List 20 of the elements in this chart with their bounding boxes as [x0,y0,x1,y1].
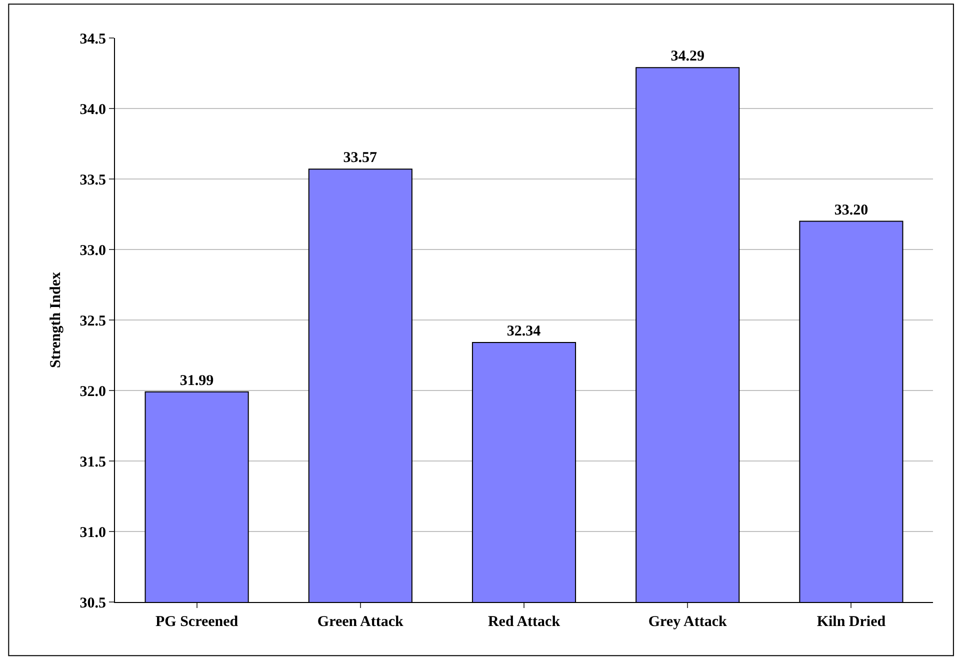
data-label: 32.34 [506,324,542,340]
y-tick-label: 31.5 [80,454,106,470]
data-label: 33.20 [834,202,868,218]
y-tick-label: 34.0 [80,102,106,118]
y-tick-label: 31.0 [80,524,106,541]
data-label: 33.57 [343,150,378,166]
y-tick-label: 33.5 [80,172,106,188]
x-tick-label: Green Attack [317,614,404,630]
y-axis-title: Strength Index [48,272,64,368]
x-tick-label: PG Screened [155,614,239,630]
x-tick-label: Grey Attack [648,614,728,630]
y-tick-label: 32.5 [80,313,106,330]
data-label: 31.99 [180,372,214,389]
x-tick-label: Kiln Dried [816,614,886,630]
data-label: 34.29 [670,48,704,65]
y-tick-label: 34.5 [80,31,106,48]
y-tick-label: 33.0 [80,242,106,259]
y-tick-label: 30.5 [80,595,106,612]
y-tick-label: 32.0 [80,384,106,400]
x-tick-label: Red Attack [488,614,561,630]
